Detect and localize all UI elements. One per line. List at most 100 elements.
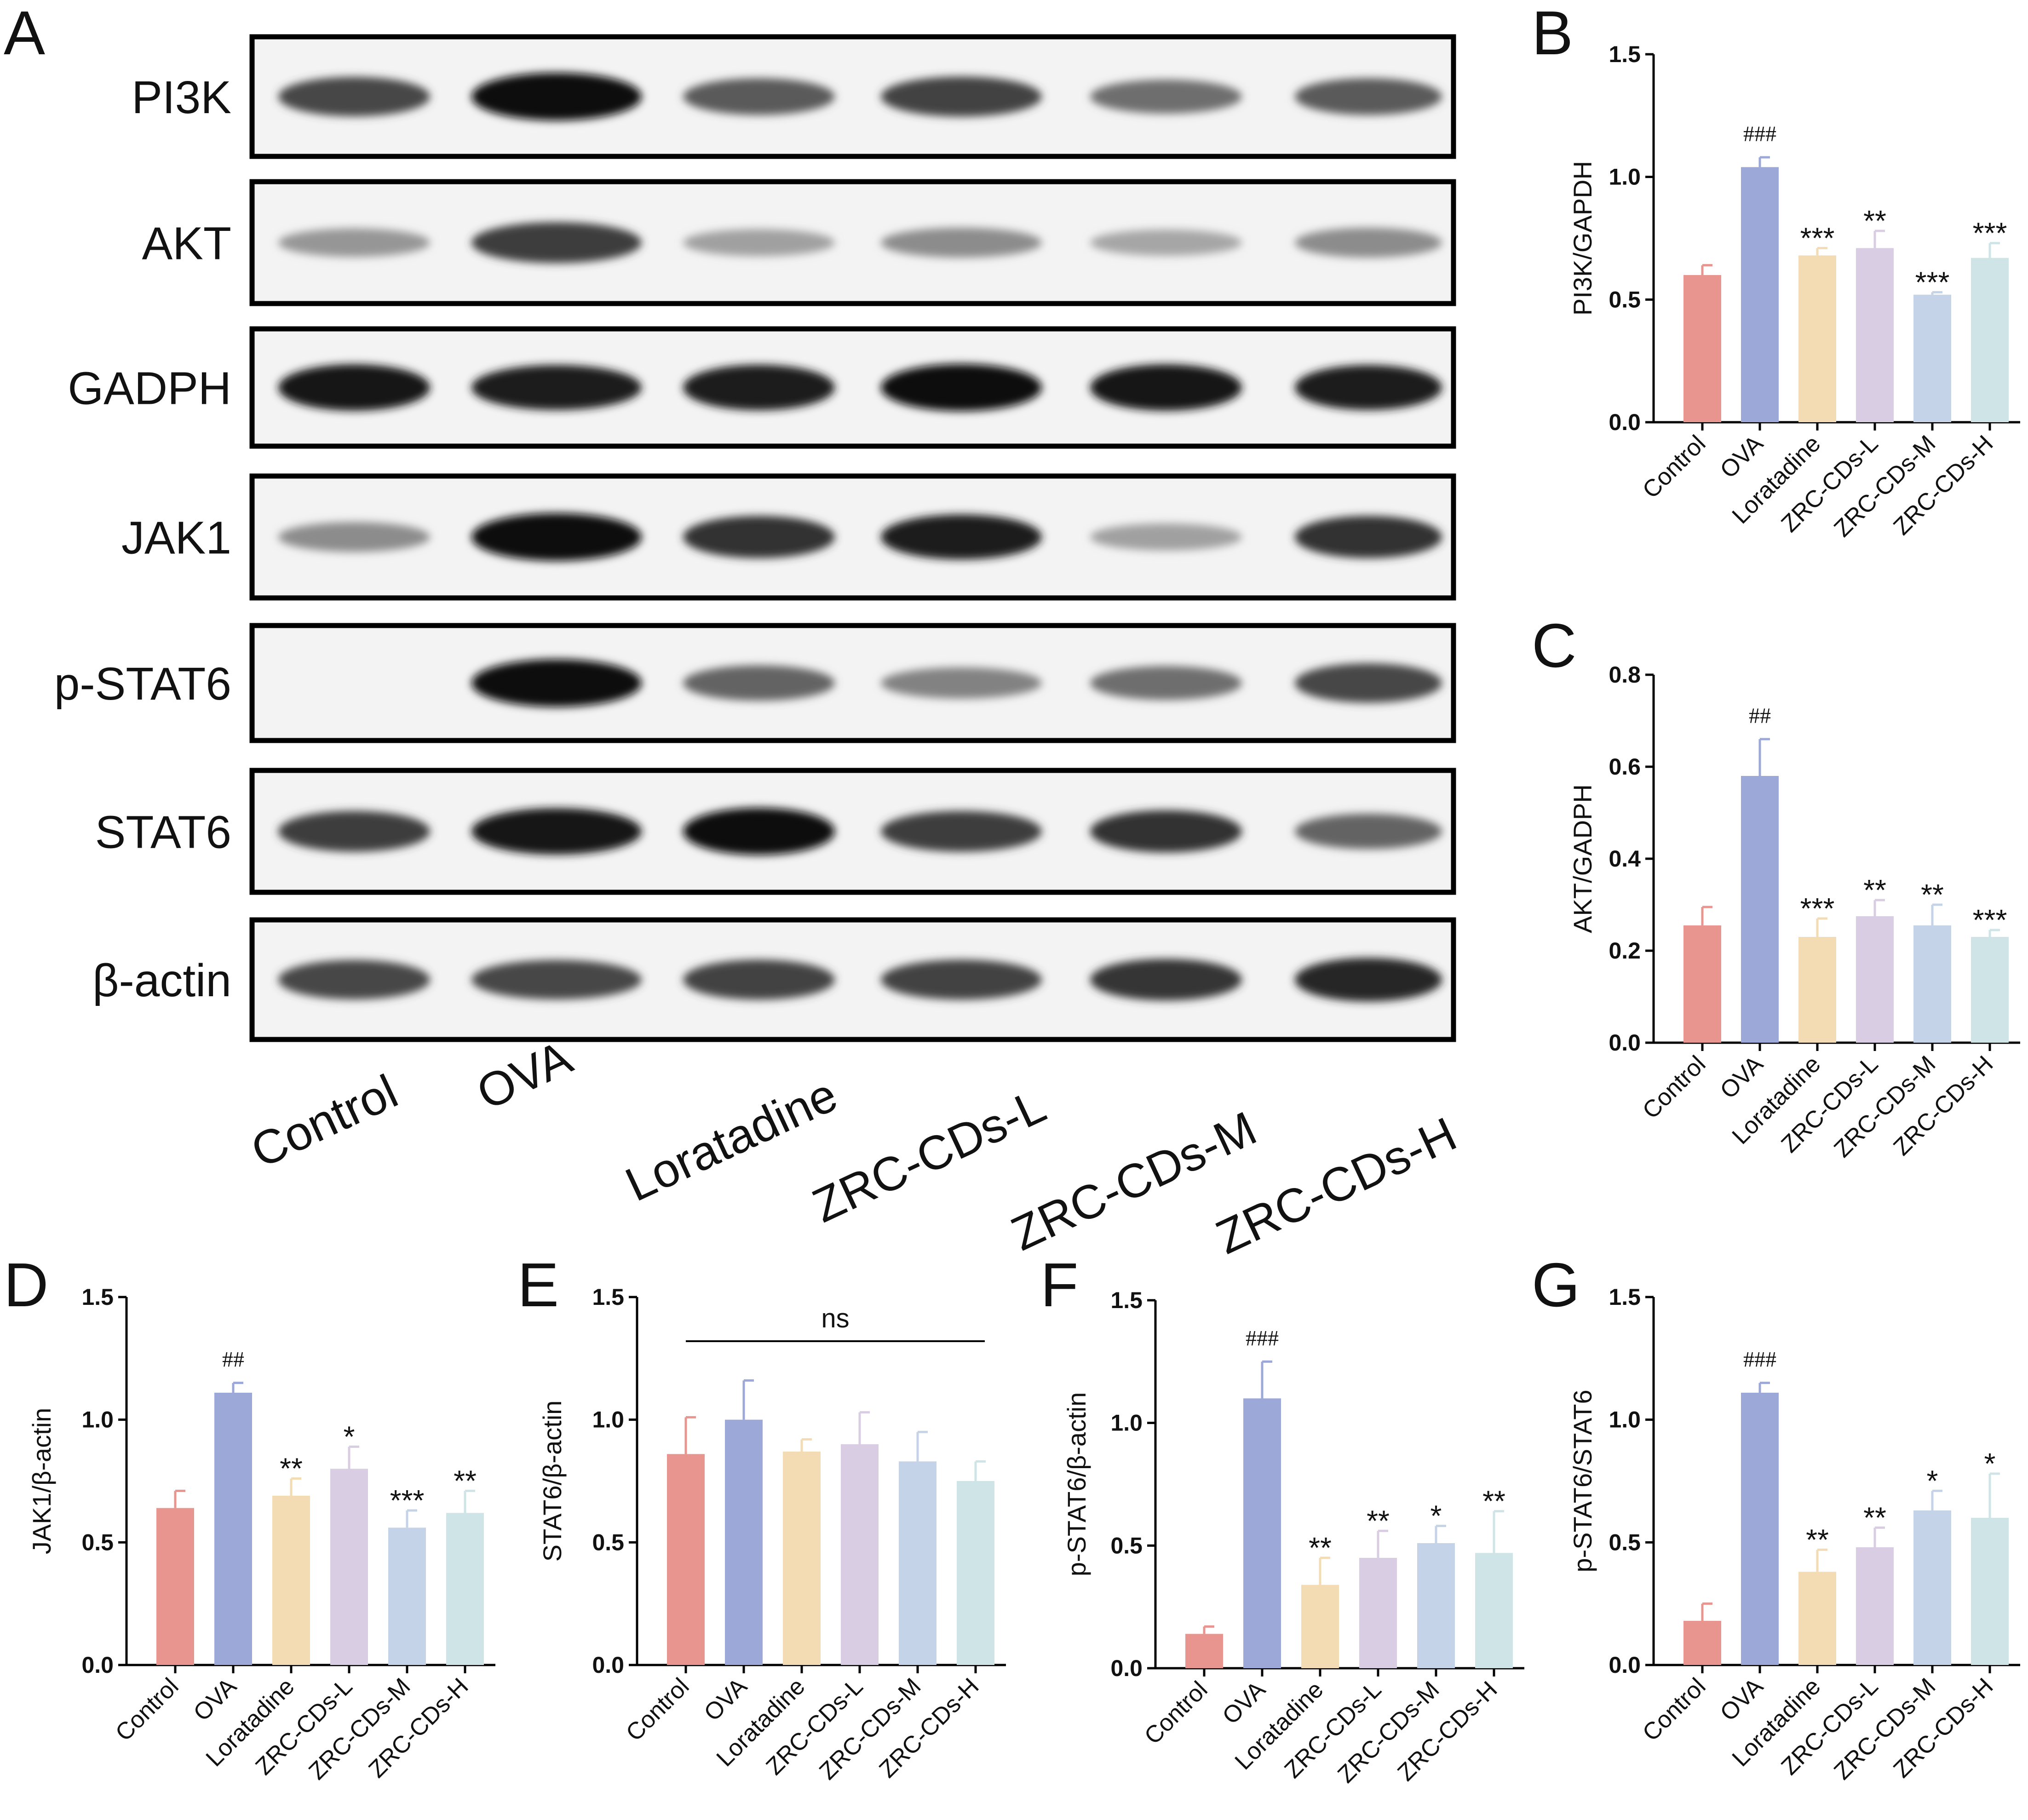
x-tick-label: Control	[1139, 1676, 1213, 1750]
panel-letter-g: G	[1532, 1250, 1580, 1320]
blot-band	[683, 364, 835, 411]
bar-control	[1683, 275, 1721, 422]
blot-band	[1295, 516, 1442, 558]
x-tick-label: Control	[1637, 430, 1711, 504]
x-tick-label: OVA	[1218, 1676, 1271, 1729]
y-tick-label: 0.5	[81, 1529, 114, 1555]
significance-label: ###	[1743, 122, 1776, 146]
blot-band	[1090, 959, 1242, 1001]
significance-label: ***	[1915, 265, 1950, 299]
blot-frame	[249, 326, 1456, 449]
bar-loratadine	[272, 1496, 310, 1665]
bar-zrc-cds-h	[1971, 258, 2009, 422]
significance-label: ***	[1973, 903, 2007, 936]
blot-band	[683, 808, 835, 855]
y-axis-label: AKT/GADPH	[1568, 784, 1597, 933]
blot-band	[471, 365, 642, 410]
significance-label: **	[1806, 1523, 1829, 1556]
blot-row-label: β-actin	[92, 955, 231, 1006]
blot-row-label: p-STAT6	[54, 658, 231, 710]
bar-zrc-cds-m	[1417, 1543, 1455, 1668]
bar-zrc-cds-l	[330, 1469, 368, 1665]
blot-band	[1295, 78, 1442, 115]
significance-label: ##	[222, 1348, 244, 1372]
y-tick-label: 0.4	[1609, 846, 1641, 872]
blot-band	[1295, 663, 1442, 703]
significance-label: *	[344, 1420, 355, 1453]
panel-letter-a: A	[4, 0, 45, 68]
y-tick-label: 1.0	[1609, 164, 1641, 190]
y-tick-label: 1.0	[81, 1407, 114, 1433]
blot-row-4: p-STAT6	[54, 623, 1456, 743]
blot-band	[1295, 365, 1442, 410]
bar-ova	[1741, 167, 1779, 422]
blot-row-6: β-actin	[92, 917, 1456, 1042]
y-tick-label: 0.2	[1609, 938, 1641, 964]
bar-control	[1683, 1621, 1721, 1665]
bar-ova	[1741, 776, 1779, 1043]
significance-label: **	[1863, 1501, 1886, 1534]
bar-zrc-cds-m	[899, 1461, 936, 1665]
y-tick-label: 0.5	[1110, 1533, 1143, 1558]
y-tick-label: 1.5	[1110, 1287, 1143, 1313]
significance-label: *	[1984, 1447, 1996, 1480]
panel-letter-b: B	[1532, 0, 1573, 68]
bar-zrc-cds-l	[1359, 1558, 1397, 1668]
blot-frame	[249, 917, 1456, 1042]
blot-row-2: GADPH	[68, 326, 1456, 449]
significance-label: **	[1367, 1504, 1390, 1537]
blot-band	[881, 667, 1042, 699]
y-axis-label: STAT6/β-actin	[538, 1401, 567, 1562]
bar-zrc-cds-m	[388, 1527, 426, 1665]
blot-band	[683, 78, 835, 115]
significance-label: ***	[1800, 221, 1835, 254]
blot-band	[1090, 80, 1242, 114]
y-tick-label: 0.5	[1609, 1529, 1641, 1555]
blot-frame	[249, 34, 1456, 159]
y-tick-label: 0.0	[1110, 1655, 1143, 1681]
bar-control	[1185, 1634, 1223, 1668]
bar-zrc-cds-l	[841, 1444, 879, 1665]
blot-band	[1090, 666, 1242, 700]
blot-band	[278, 960, 430, 999]
blot-band	[471, 808, 642, 855]
y-tick-label: 0.0	[592, 1652, 624, 1678]
x-tick-label: Control	[110, 1673, 184, 1746]
bar-zrc-cds-h	[957, 1481, 994, 1665]
blot-row-label: GADPH	[68, 363, 231, 414]
blot-frame	[249, 768, 1456, 895]
bar-loratadine	[1798, 1572, 1836, 1665]
blot-row-label: STAT6	[95, 807, 231, 858]
blot-row-label: AKT	[142, 218, 231, 270]
western-blot-panel: PI3K AKT GADPH JAK1 p-STAT6 STAT6 β-actin Contr…	[54, 34, 1465, 1264]
significance-label: ***	[1973, 217, 2007, 250]
blot-band	[683, 959, 835, 1000]
blot-band	[278, 811, 430, 852]
y-tick-label: 0.5	[1609, 287, 1641, 312]
blot-band	[881, 811, 1042, 852]
blot-band	[278, 522, 430, 552]
bar-loratadine	[1798, 937, 1836, 1043]
blot-band	[1295, 228, 1442, 258]
blot-band	[1090, 810, 1242, 853]
blot-frame	[249, 473, 1456, 601]
y-tick-label: 1.5	[1609, 41, 1641, 67]
bar-zrc-cds-h	[446, 1513, 484, 1665]
significance-label: **	[1921, 878, 1944, 911]
blot-band	[881, 364, 1042, 411]
significance-label: ###	[1246, 1326, 1279, 1350]
x-tick-label: Control	[1637, 1051, 1711, 1124]
significance-label: **	[1309, 1531, 1332, 1564]
y-tick-label: 0.8	[1609, 662, 1641, 688]
y-tick-label: 1.0	[1609, 1407, 1641, 1433]
blot-frame	[249, 179, 1456, 306]
x-tick-label: OVA	[189, 1673, 242, 1726]
blot-lane-label: Control	[243, 1065, 406, 1178]
y-tick-label: 0.0	[1609, 1652, 1641, 1678]
y-tick-label: 1.5	[592, 1284, 624, 1310]
panel-letter-e: E	[517, 1250, 559, 1320]
bar-control	[667, 1454, 705, 1665]
significance-label: **	[1863, 204, 1886, 237]
